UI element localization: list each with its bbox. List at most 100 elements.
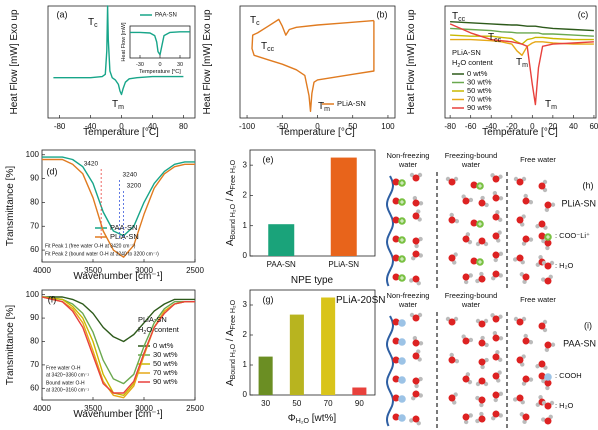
hydrogen xyxy=(528,339,534,345)
hydrogen xyxy=(492,190,498,196)
oxygen xyxy=(492,270,500,278)
y-tick-label: 100 xyxy=(26,290,40,299)
oxygen xyxy=(412,275,420,283)
water-molecule xyxy=(519,412,530,424)
plot-frame xyxy=(41,289,196,401)
legend-label: PLiA-SN xyxy=(110,232,139,241)
oxygen xyxy=(412,377,420,385)
oxygen xyxy=(516,318,524,326)
water-molecule xyxy=(412,236,423,249)
y-axis-label-part: Heat Flow [mW] Exo up xyxy=(406,9,417,114)
water-molecule xyxy=(521,375,534,386)
hydrogen xyxy=(452,400,457,405)
x-axis-label: Wavenumber [cm⁻¹] xyxy=(73,271,163,282)
x-tick-label: PLiA-SN xyxy=(328,260,359,269)
oxygen xyxy=(448,254,456,262)
hydrogen xyxy=(452,260,457,265)
oxygen xyxy=(544,402,552,410)
legend-title: H2O content xyxy=(452,58,494,69)
hydrogen xyxy=(449,212,454,218)
y-tick-label: 3 xyxy=(243,160,248,169)
hydrogen xyxy=(418,393,423,398)
water-molecule xyxy=(475,377,489,387)
water-molecule xyxy=(475,237,489,247)
oxygen xyxy=(412,339,420,347)
annotation-part: m xyxy=(551,104,557,111)
y-axis-label: Transmittance [%] xyxy=(5,166,16,246)
water-molecule xyxy=(513,394,525,405)
water-molecule xyxy=(541,378,552,391)
water-molecule xyxy=(541,274,553,285)
annotation: Tc xyxy=(88,17,98,30)
legend-label: PLiA-SN xyxy=(337,99,366,108)
water-molecule xyxy=(544,341,556,353)
plot-frame xyxy=(249,289,376,396)
ion xyxy=(398,395,406,403)
x-tick-label: -40 xyxy=(85,122,97,131)
oxygen xyxy=(516,394,524,402)
y-tick-label: 0 xyxy=(243,251,248,260)
water-molecule xyxy=(521,235,534,246)
series-line xyxy=(53,5,184,96)
legend-title-part: O content xyxy=(146,325,179,334)
water-molecule xyxy=(538,319,548,333)
ion-charge xyxy=(400,257,404,261)
water-molecule xyxy=(409,312,423,322)
y-axis-label: ABound H₂O / AFree H₂O xyxy=(225,299,238,386)
y-tick-label: 60 xyxy=(30,245,39,254)
water-molecule xyxy=(461,334,474,345)
x-tick-label: -80 xyxy=(54,122,66,131)
x-axis-label: Temperature [°C] xyxy=(279,127,355,138)
x-axis-label-part: Temperature [°C] xyxy=(139,69,181,75)
annotation-part: c xyxy=(94,22,98,29)
oxygen xyxy=(538,322,546,330)
y-axis-label-part: A xyxy=(225,379,236,386)
peak-label: 3240 xyxy=(123,172,138,179)
y-tick-label: 80 xyxy=(30,198,39,207)
water-molecule xyxy=(462,273,473,285)
legend-title: PLiA-SN xyxy=(138,315,167,324)
oxygen xyxy=(522,375,530,383)
water-molecule xyxy=(491,270,503,281)
zone-label: Non-freezing xyxy=(387,291,430,300)
legend-label: 30 wt% xyxy=(153,350,178,359)
series-line xyxy=(41,296,195,394)
annotation-part: cc xyxy=(267,46,275,53)
x-axis-label: Temperature [°C] xyxy=(482,127,558,138)
hydrogen xyxy=(479,411,484,417)
panel-label: (h) xyxy=(583,180,594,190)
hydrogen xyxy=(480,364,485,370)
oxygen xyxy=(538,182,546,190)
water-molecule xyxy=(492,190,504,202)
hydrogen xyxy=(468,413,473,418)
x-tick-label: 3000 xyxy=(135,404,153,413)
legend-label: 90 wt% xyxy=(153,377,178,386)
hydrogen xyxy=(468,273,473,278)
oxygen xyxy=(392,337,400,345)
hydrogen xyxy=(545,385,550,391)
hydrogen xyxy=(498,273,503,278)
series-line xyxy=(450,34,594,45)
hydrogen xyxy=(541,378,546,384)
water-molecule xyxy=(491,410,503,421)
oxygen xyxy=(516,216,524,224)
peak-label: 3200 xyxy=(127,183,142,190)
bar xyxy=(289,314,304,395)
annotation: Tm xyxy=(318,101,330,114)
annotation-part: T xyxy=(318,101,324,112)
legend-label: PAA-SN xyxy=(155,13,177,19)
bar xyxy=(258,356,273,395)
hydrogen xyxy=(479,402,484,408)
oxygen xyxy=(462,235,470,243)
panel-label: (c) xyxy=(578,9,589,19)
hydrogen xyxy=(513,397,518,402)
oxygen xyxy=(492,232,500,240)
oxygen xyxy=(448,318,456,326)
x-axis-label: Temperature [°C] xyxy=(139,69,181,75)
hydrogen xyxy=(522,419,527,424)
ion-charge xyxy=(400,276,404,280)
zone-label: water xyxy=(398,160,418,169)
oxygen xyxy=(516,178,524,186)
oxygen xyxy=(492,372,500,380)
ion-charge xyxy=(546,235,550,239)
